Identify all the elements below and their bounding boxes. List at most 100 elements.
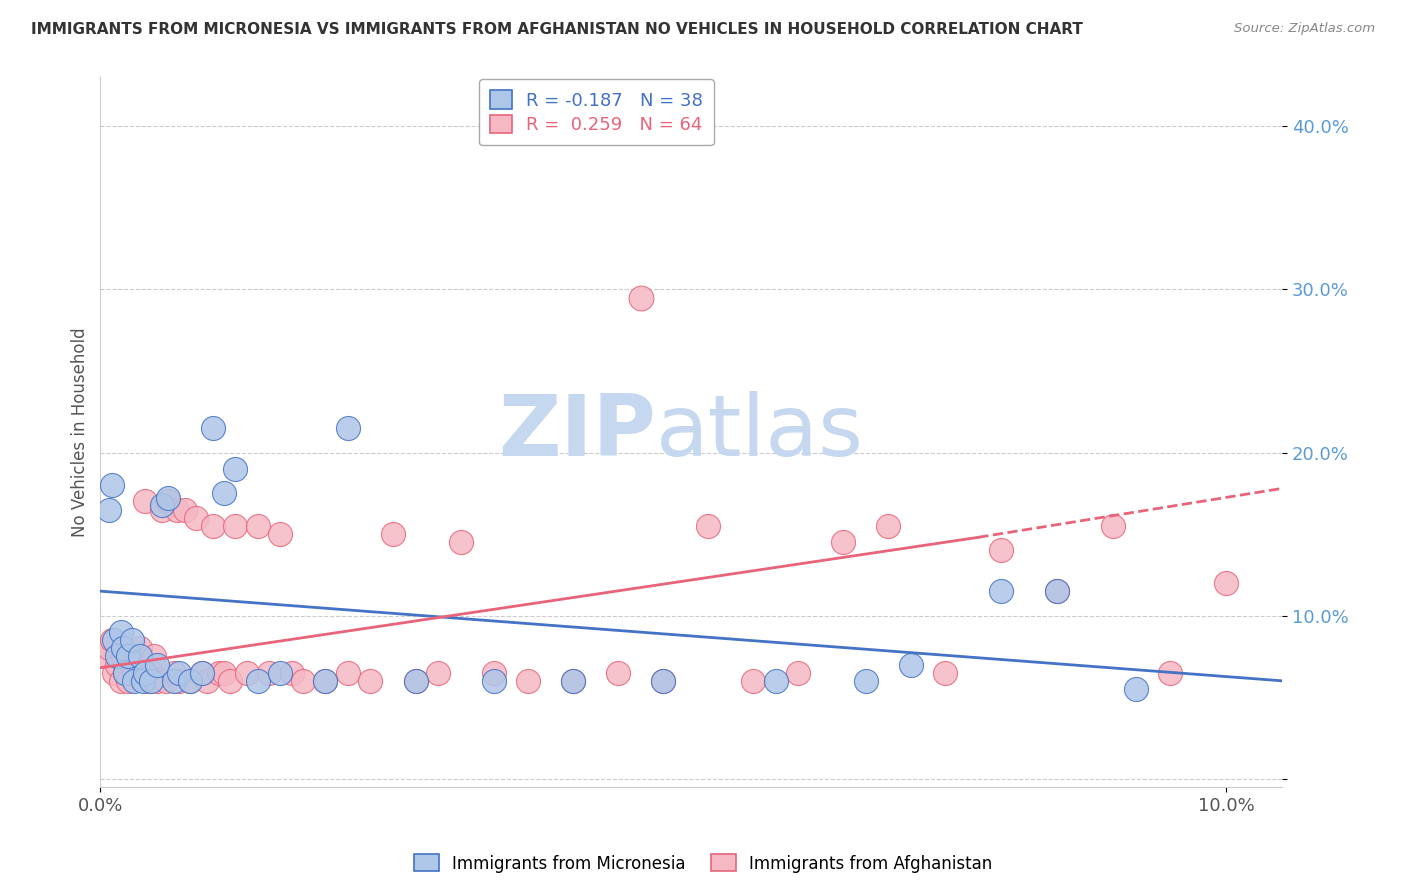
- Point: [166, 502, 188, 516]
- Point: [105, 657, 128, 672]
- Point: [742, 673, 765, 688]
- Point: [652, 673, 675, 688]
- Point: [162, 673, 184, 688]
- Point: [111, 641, 134, 656]
- Point: [111, 649, 134, 664]
- Point: [1159, 665, 1181, 680]
- Point: [136, 673, 159, 688]
- Point: [291, 673, 314, 688]
- Point: [103, 665, 125, 680]
- Point: [336, 665, 359, 680]
- Point: [121, 633, 143, 648]
- Text: ZIP: ZIP: [498, 391, 655, 474]
- Point: [990, 584, 1012, 599]
- Point: [990, 543, 1012, 558]
- Point: [224, 519, 246, 533]
- Point: [100, 633, 122, 648]
- Point: [114, 665, 136, 680]
- Point: [484, 673, 506, 688]
- Point: [128, 649, 150, 664]
- Point: [190, 665, 212, 680]
- Point: [1046, 584, 1069, 599]
- Text: IMMIGRANTS FROM MICRONESIA VS IMMIGRANTS FROM AFGHANISTAN NO VEHICLES IN HOUSEHO: IMMIGRANTS FROM MICRONESIA VS IMMIGRANTS…: [31, 22, 1083, 37]
- Legend: R = -0.187   N = 38, R =  0.259   N = 64: R = -0.187 N = 38, R = 0.259 N = 64: [479, 79, 714, 145]
- Point: [877, 519, 900, 533]
- Point: [134, 665, 156, 680]
- Point: [405, 673, 427, 688]
- Point: [179, 673, 201, 688]
- Point: [122, 665, 145, 680]
- Point: [235, 665, 257, 680]
- Point: [139, 673, 162, 688]
- Point: [155, 673, 177, 688]
- Point: [607, 665, 630, 680]
- Point: [765, 673, 787, 688]
- Point: [336, 421, 359, 435]
- Point: [224, 462, 246, 476]
- Y-axis label: No Vehicles in Household: No Vehicles in Household: [72, 327, 89, 537]
- Point: [787, 665, 810, 680]
- Point: [630, 291, 652, 305]
- Point: [103, 633, 125, 648]
- Point: [855, 673, 877, 688]
- Point: [110, 624, 132, 639]
- Point: [110, 673, 132, 688]
- Point: [484, 665, 506, 680]
- Point: [269, 665, 291, 680]
- Point: [98, 641, 121, 656]
- Point: [150, 502, 173, 516]
- Point: [314, 673, 336, 688]
- Point: [150, 498, 173, 512]
- Point: [132, 673, 155, 688]
- Point: [125, 649, 148, 664]
- Point: [145, 657, 167, 672]
- Point: [122, 673, 145, 688]
- Point: [100, 478, 122, 492]
- Point: [195, 673, 218, 688]
- Legend: Immigrants from Micronesia, Immigrants from Afghanistan: Immigrants from Micronesia, Immigrants f…: [408, 847, 998, 880]
- Point: [280, 665, 302, 680]
- Point: [117, 673, 139, 688]
- Point: [167, 673, 190, 688]
- Point: [145, 673, 167, 688]
- Text: Source: ZipAtlas.com: Source: ZipAtlas.com: [1234, 22, 1375, 36]
- Point: [382, 527, 405, 541]
- Point: [121, 657, 143, 672]
- Point: [218, 673, 240, 688]
- Point: [156, 491, 179, 506]
- Point: [179, 673, 201, 688]
- Point: [1125, 681, 1147, 696]
- Point: [105, 649, 128, 664]
- Point: [162, 665, 184, 680]
- Point: [207, 665, 229, 680]
- Text: atlas: atlas: [655, 391, 863, 474]
- Point: [257, 665, 280, 680]
- Point: [900, 657, 922, 672]
- Point: [427, 665, 450, 680]
- Point: [562, 673, 585, 688]
- Point: [117, 649, 139, 664]
- Point: [314, 673, 336, 688]
- Point: [1046, 584, 1069, 599]
- Point: [269, 527, 291, 541]
- Point: [360, 673, 382, 688]
- Point: [156, 494, 179, 508]
- Point: [517, 673, 540, 688]
- Point: [167, 665, 190, 680]
- Point: [832, 535, 855, 549]
- Point: [246, 673, 269, 688]
- Point: [212, 665, 235, 680]
- Point: [1102, 519, 1125, 533]
- Point: [94, 649, 117, 664]
- Point: [934, 665, 956, 680]
- Point: [184, 510, 207, 524]
- Point: [1215, 576, 1237, 591]
- Point: [134, 494, 156, 508]
- Point: [405, 673, 427, 688]
- Point: [98, 502, 121, 516]
- Point: [114, 665, 136, 680]
- Point: [212, 486, 235, 500]
- Point: [173, 502, 195, 516]
- Point: [562, 673, 585, 688]
- Point: [697, 519, 720, 533]
